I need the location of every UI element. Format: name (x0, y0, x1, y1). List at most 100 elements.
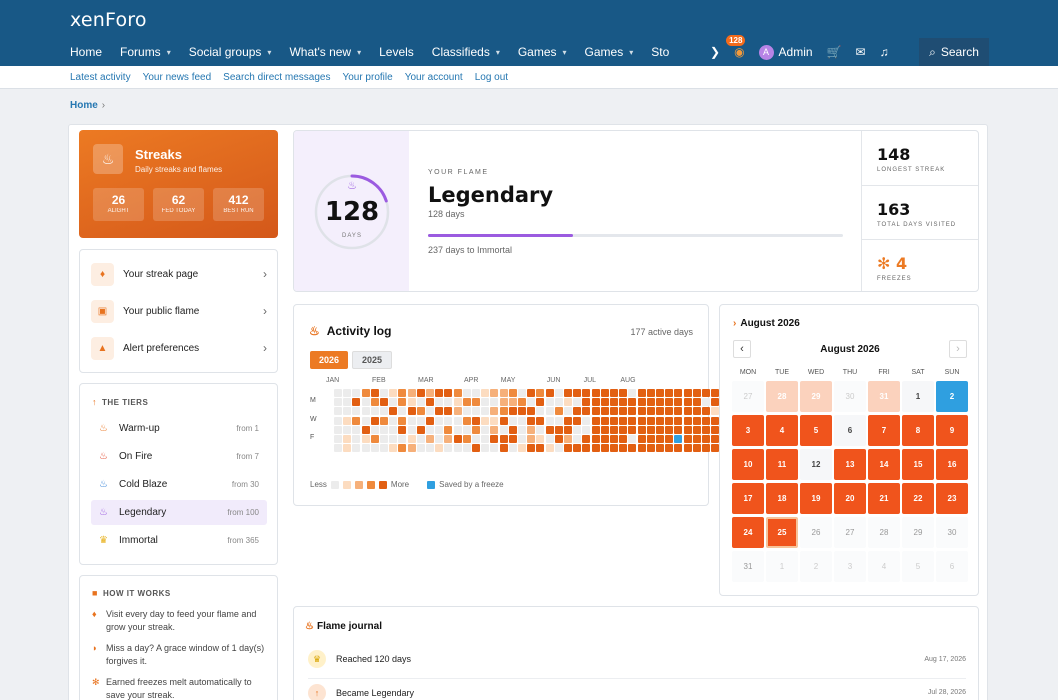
activity-cell (472, 416, 480, 425)
tier-warm-up[interactable]: ♨ Warm-up from 1 (99, 423, 259, 434)
streaks-subtitle: Daily streaks and flames (135, 165, 223, 174)
link-streak-page[interactable]: ♦ Your streak page › (91, 261, 267, 287)
calendar-day[interactable]: 9 (936, 415, 968, 446)
calendar-day[interactable]: 8 (902, 415, 934, 446)
tier-on-fire[interactable]: ♨ On Fire from 7 (99, 451, 259, 462)
calendar-day[interactable]: 18 (766, 483, 798, 514)
calendar-day[interactable]: 11 (766, 449, 798, 480)
calendar-day[interactable]: 10 (732, 449, 764, 480)
breadcrumb-home[interactable]: Home (70, 100, 98, 111)
nav-item[interactable]: Sto (651, 45, 670, 59)
nav-item[interactable]: Games ▾ (584, 45, 634, 59)
activity-cell (334, 435, 342, 443)
activity-cell (352, 425, 361, 434)
nav-item[interactable]: Levels (379, 45, 414, 59)
calendar-day[interactable]: 5 (902, 551, 934, 582)
calendar-day[interactable]: 5 (800, 415, 832, 446)
mail-icon[interactable]: ✉ (855, 45, 866, 59)
calendar-day[interactable]: 12 (800, 449, 832, 480)
calendar-day[interactable]: 31 (868, 381, 900, 412)
calendar-day[interactable]: 27 (732, 381, 764, 412)
calendar-day[interactable]: 26 (800, 517, 832, 548)
calendar-day[interactable]: 3 (732, 415, 764, 446)
activity-cell (453, 398, 462, 407)
calendar-day[interactable]: 15 (902, 449, 934, 480)
subnav-link[interactable]: Your account (404, 71, 463, 83)
weekday-label: M (310, 397, 316, 405)
flame-alerts-button[interactable]: ◉ 128 (726, 35, 746, 59)
tier-legendary[interactable]: ♨ Legendary from 100 (91, 500, 267, 525)
nav-item[interactable]: Home (70, 45, 103, 59)
year-tab-2026[interactable]: 2026 (310, 351, 349, 369)
calendar-day[interactable]: 19 (800, 483, 832, 514)
nav-item[interactable]: Social groups ▾ (188, 45, 272, 59)
activity-cell (416, 444, 425, 453)
calendar-day[interactable]: 16 (936, 449, 968, 480)
subnav-link[interactable]: Your news feed (142, 71, 212, 83)
calendar-day[interactable]: 6 (834, 415, 866, 446)
nav-item[interactable]: Classifieds ▾ (431, 45, 500, 59)
calendar-day[interactable]: 25 (766, 517, 798, 548)
tier-cold-blaze[interactable]: ♨ Cold Blaze from 30 (99, 479, 259, 490)
calendar-day[interactable]: 2 (936, 381, 968, 412)
activity-cell (554, 444, 563, 453)
calendar-day[interactable]: 28 (766, 381, 798, 412)
activity-cell (453, 407, 462, 416)
search-button[interactable]: ⌕ Search (919, 38, 989, 66)
activity-cell (692, 425, 701, 434)
nav-item[interactable]: Games ▾ (517, 45, 567, 59)
activity-cell (472, 398, 480, 407)
calendar-day[interactable]: 3 (834, 551, 866, 582)
calendar-day[interactable]: 21 (868, 483, 900, 514)
activity-cell (398, 398, 407, 407)
calendar-day[interactable]: 4 (766, 415, 798, 446)
calendar-day[interactable]: 4 (868, 551, 900, 582)
calendar-day[interactable]: 1 (902, 381, 934, 412)
calendar-day[interactable]: 1 (766, 551, 798, 582)
activity-cell (637, 425, 646, 434)
calendar-day[interactable]: 30 (834, 381, 866, 412)
calendar-day[interactable]: 29 (902, 517, 934, 548)
calendar-day[interactable]: 23 (936, 483, 968, 514)
subnav-link[interactable]: Latest activity (70, 71, 131, 83)
calendar-day[interactable]: 20 (834, 483, 866, 514)
nav-scroll-right-icon[interactable]: ❯ (710, 45, 721, 59)
nav-item[interactable]: Forums ▾ (120, 45, 171, 59)
calendar-day[interactable]: 22 (902, 483, 934, 514)
calendar-prev-button[interactable]: ‹ (733, 340, 751, 358)
calendar-next-button[interactable]: › (949, 340, 967, 358)
bell-icon[interactable]: ♫ (879, 45, 889, 59)
calendar-day[interactable]: 24 (732, 517, 764, 548)
cart-icon[interactable]: 🛒 (826, 45, 842, 59)
calendar-day[interactable]: 30 (936, 517, 968, 548)
tier-immortal[interactable]: ♛ Immortal from 365 (99, 535, 259, 546)
activity-cell (416, 398, 425, 407)
month-label: MAY (500, 377, 516, 384)
calendar-day[interactable]: 31 (732, 551, 764, 582)
site-logo[interactable]: xenForo (70, 9, 147, 31)
calendar-day[interactable]: 29 (800, 381, 832, 412)
activity-cell (692, 389, 701, 397)
subnav-link[interactable]: Search direct messages (223, 71, 331, 83)
calendar-day[interactable]: 17 (732, 483, 764, 514)
calendar-day[interactable]: 7 (868, 415, 900, 446)
nav-item[interactable]: What's new ▾ (289, 45, 362, 59)
calendar-day[interactable]: 13 (834, 449, 866, 480)
subnav-link[interactable]: Your profile (342, 71, 393, 83)
calendar-day[interactable]: 6 (936, 551, 968, 582)
activity-cell (591, 389, 600, 397)
year-tab-2025[interactable]: 2025 (352, 351, 393, 369)
activity-cell (481, 416, 490, 425)
calendar-day[interactable]: 2 (800, 551, 832, 582)
month-label: FEB (372, 377, 386, 384)
activity-cell (499, 398, 508, 407)
account-menu[interactable]: A Admin (758, 44, 813, 60)
link-public-flame[interactable]: ▣ Your public flame › (91, 298, 267, 324)
link-alert-preferences[interactable]: ▲ Alert preferences › (91, 335, 267, 361)
calendar-day[interactable]: 28 (868, 517, 900, 548)
activity-cell (692, 398, 701, 407)
subnav-link[interactable]: Log out (474, 71, 509, 83)
activity-cell (490, 389, 499, 397)
calendar-day[interactable]: 27 (834, 517, 866, 548)
calendar-day[interactable]: 14 (868, 449, 900, 480)
